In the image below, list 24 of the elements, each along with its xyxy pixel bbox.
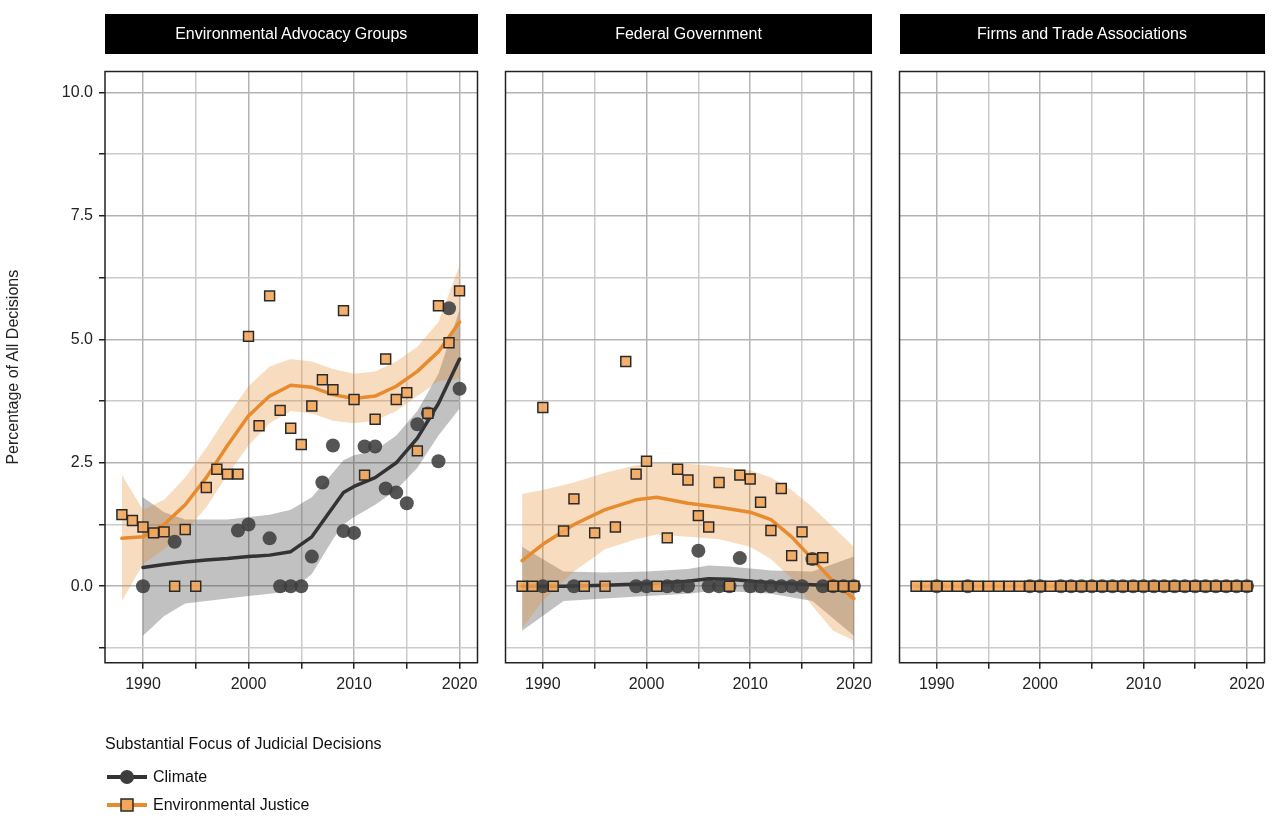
y-tick-label: 2.5 (70, 453, 94, 471)
x-tick-label: 2020 (1229, 674, 1265, 692)
chart-title: Firms and Trade Associations (899, 14, 1265, 54)
x-tick-label: 2010 (732, 674, 769, 692)
x-tick-label: 2020 (836, 674, 872, 692)
y-tick-label: 0.0 (70, 576, 94, 594)
x-tick-label: 2000 (1022, 674, 1059, 692)
chart-title: Federal Government (505, 14, 872, 54)
y-tick-label: 10.0 (61, 82, 94, 100)
x-tick-label: 1990 (918, 674, 955, 692)
y-tick-label: 5.0 (70, 329, 94, 347)
x-tick-label: 2010 (1125, 674, 1162, 692)
chart-title: Environmental Advocacy Groups (105, 14, 478, 54)
y-tick-label: 7.5 (70, 206, 94, 224)
legend-label: Climate (153, 768, 208, 786)
x-tick-label: 2000 (628, 674, 665, 692)
x-tick-label: 2020 (441, 674, 478, 692)
y-axis-title: Percentage of All Decisions (4, 269, 22, 465)
x-tick-label: 2010 (336, 674, 372, 692)
legend-title: Substantial Focus of Judicial Decisions (105, 735, 382, 753)
x-tick-label: 1990 (125, 674, 161, 692)
x-tick-label: 1990 (525, 674, 561, 692)
x-tick-label: 2000 (230, 674, 267, 692)
legend-label: Environmental Justice (153, 796, 310, 814)
